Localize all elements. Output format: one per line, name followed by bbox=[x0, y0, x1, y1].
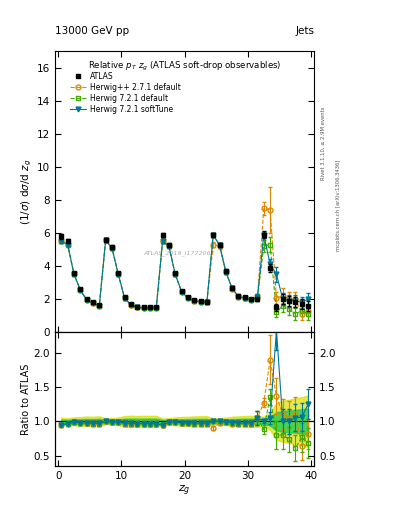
Y-axis label: $(1/\sigma)$ d$\sigma$/d $z_g$: $(1/\sigma)$ d$\sigma$/d $z_g$ bbox=[20, 159, 34, 225]
Y-axis label: Ratio to ATLAS: Ratio to ATLAS bbox=[21, 364, 31, 435]
Text: Relative $p_T$ $z_g$ (ATLAS soft-drop observables): Relative $p_T$ $z_g$ (ATLAS soft-drop ob… bbox=[88, 59, 281, 73]
Text: mcplots.cern.ch [arXiv:1306.3436]: mcplots.cern.ch [arXiv:1306.3436] bbox=[336, 159, 341, 250]
Legend: ATLAS, Herwig++ 2.7.1 default, Herwig 7.2.1 default, Herwig 7.2.1 softTune: ATLAS, Herwig++ 2.7.1 default, Herwig 7.… bbox=[67, 69, 184, 117]
X-axis label: $z_g$: $z_g$ bbox=[178, 483, 191, 498]
Text: Rivet 3.1.10, ≥ 2.9M events: Rivet 3.1.10, ≥ 2.9M events bbox=[320, 106, 325, 180]
Text: ATLAS_2019_I1772062: ATLAS_2019_I1772062 bbox=[144, 251, 215, 257]
Text: 13000 GeV pp: 13000 GeV pp bbox=[55, 26, 129, 36]
Text: Jets: Jets bbox=[296, 26, 314, 36]
